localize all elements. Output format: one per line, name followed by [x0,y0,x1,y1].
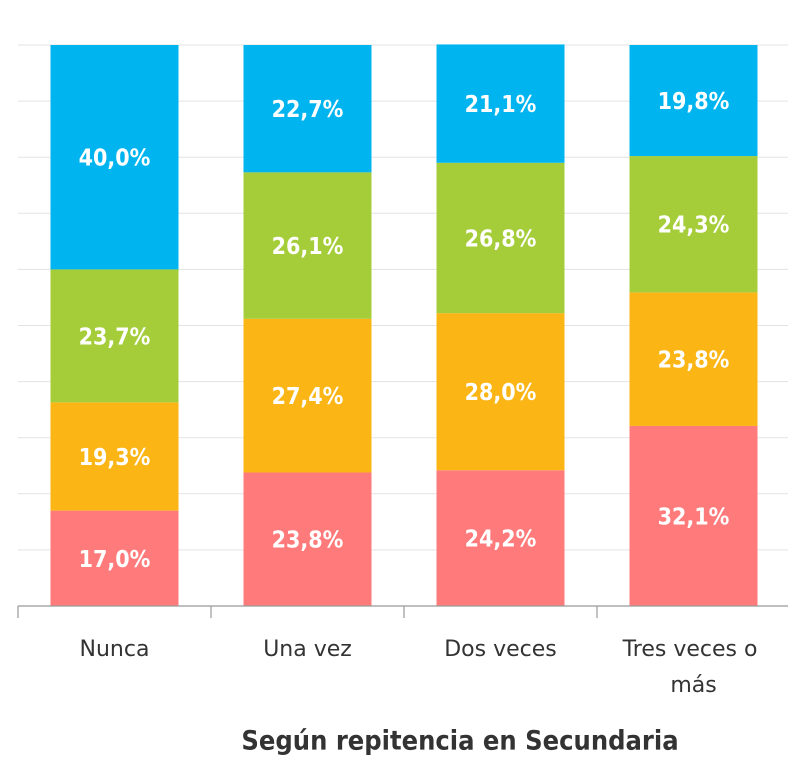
bar-segment [243,318,372,473]
x-tick-label: Tres veces o más [622,637,765,698]
value-label: 24,3% [658,213,730,239]
bar-segment [50,45,179,270]
value-label: 32,1% [658,504,730,530]
value-label: 17,0% [79,547,151,573]
value-label: 26,1% [272,234,344,260]
value-label: 19,8% [658,89,730,115]
bar-segment [50,510,179,606]
value-label: 40,0% [79,146,151,172]
bar-segment [50,402,179,511]
value-label: 26,8% [465,226,537,252]
x-tick-label: Dos veces [444,637,557,662]
bar-segment [436,313,565,471]
value-label: 22,7% [272,97,344,123]
bar-segment [436,162,565,314]
x-tick-label: Nunca [80,637,150,662]
bar-segment [629,156,758,293]
bar-segment [436,470,565,606]
value-label: 21,1% [465,92,537,118]
value-label: 19,3% [79,445,151,471]
bar-segment [50,269,179,403]
bar-segment [243,172,372,319]
value-label: 27,4% [272,384,344,410]
bar-segment [436,44,565,163]
bar-segment [629,292,758,426]
x-tick-label: Una vez [263,637,352,662]
bar-segment [629,425,758,606]
value-label: 23,8% [272,528,344,554]
x-axis-label: Según repitencia en Secundaria [241,726,678,757]
value-label: 23,7% [79,324,151,350]
value-label: 23,8% [658,348,730,374]
bar-segment [243,45,372,173]
value-label: 28,0% [465,380,537,406]
value-label: 24,2% [465,527,537,553]
bar-segment [243,472,372,606]
bar-segment [629,45,758,157]
